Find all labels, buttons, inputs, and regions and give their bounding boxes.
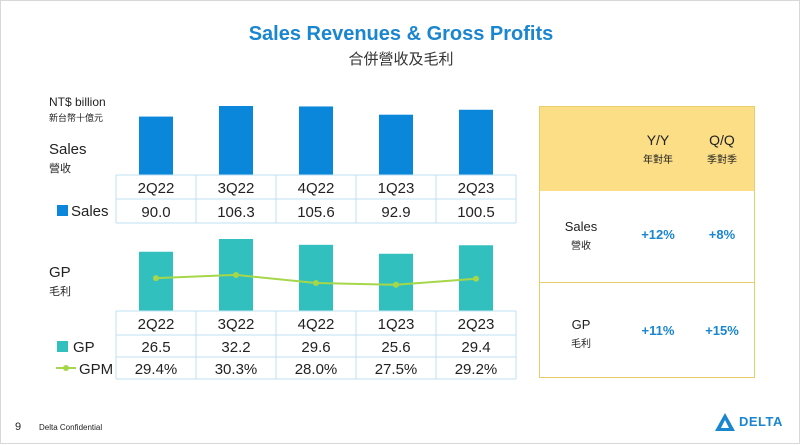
sales-value-label: 100.5 [457,204,495,221]
confidential-note: Delta Confidential [39,423,103,432]
gpm-value-label: 27.5% [375,361,418,378]
sales-row-label-zh: 營收 [49,162,71,175]
gpm-point [313,280,319,286]
gpm-point [473,275,479,282]
sales-category-label: 3Q22 [218,180,255,197]
gp-category-label: 2Q23 [458,316,495,333]
slide-subtitle: 合併營收及毛利 [348,50,454,68]
sales-bar [379,114,413,175]
gp-bar [299,244,333,311]
sales-value-label: 92.9 [381,204,410,221]
row-gp-label-zh: 毛利 [571,339,591,350]
sales-category-label: 2Q22 [138,180,175,197]
sales-category-label: 2Q23 [458,180,495,197]
header-yy-zh: 年對年 [643,155,673,166]
sales-bar [219,106,253,175]
gpm-value-label: 28.0% [295,361,338,378]
header-qq-zh: 季對季 [707,155,737,166]
gpm-value-label: 29.2% [455,361,498,378]
page-number: 9 [15,421,22,433]
unit-label-zh: 新台幣十億元 [49,114,104,124]
gpm-point [393,281,399,288]
gp-value-label: 32.2 [221,339,250,356]
gp-value-label: 25.6 [381,339,410,356]
gpm-point [153,275,159,282]
gpm-value-label: 29.4% [135,361,178,378]
gpm-legend-label: GPM [79,361,113,378]
row-sales-label-zh: 營收 [571,241,591,252]
sales-value-label: 90.0 [141,204,170,221]
gp-legend-label: GP [73,339,95,356]
comparison-card: Y/Y 年對年 Q/Q 季對季 Sales 營收 +12% +8% GP 毛利 … [539,106,755,378]
sales-bar [139,116,173,175]
gp-value-label: 26.5 [141,339,170,356]
header-qq: Q/Q [709,132,735,148]
gp-yy-value: +11% [641,323,675,338]
gp-qq-value: +15% [705,323,739,338]
gp-category-label: 4Q22 [298,316,335,333]
sales-row-label: Sales [49,141,87,158]
gp-value-label: 29.4 [461,339,490,356]
sales-category-label: 1Q23 [378,180,415,197]
comparison-divider [540,282,754,283]
gp-category-label: 1Q23 [378,316,415,333]
delta-logo-icon [715,413,735,431]
row-gp-label: GP [571,317,591,332]
gp-legend-swatch [57,341,68,352]
gp-value-label: 29.6 [301,339,330,356]
gpm-value-label: 30.3% [215,361,258,378]
logo-text: DELTA [739,414,783,429]
comparison-card-header [540,107,754,191]
gp-bar [139,251,173,311]
sales-bar [459,109,493,175]
sales-yy-value: +12% [641,227,675,242]
gp-category-label: 2Q22 [138,316,175,333]
gpm-legend-marker [63,365,69,371]
sales-legend-swatch [57,205,68,216]
gpm-point [233,271,239,278]
sales-qq-value: +8% [708,227,736,242]
sales-value-label: 106.3 [217,204,255,221]
gp-category-label: 3Q22 [218,316,255,333]
sales-value-label: 105.6 [297,204,335,221]
gp-row-label: GP [49,264,71,281]
slide-title: Sales Revenues & Gross Profits [248,23,554,45]
sales-bar [299,106,333,175]
unit-label: NT$ billion [49,95,106,109]
row-sales-label: Sales [564,219,598,234]
header-yy: Y/Y [646,132,670,148]
sales-legend-label: Sales [71,203,109,220]
gp-row-label-zh: 毛利 [49,285,71,298]
sales-category-label: 4Q22 [298,180,335,197]
